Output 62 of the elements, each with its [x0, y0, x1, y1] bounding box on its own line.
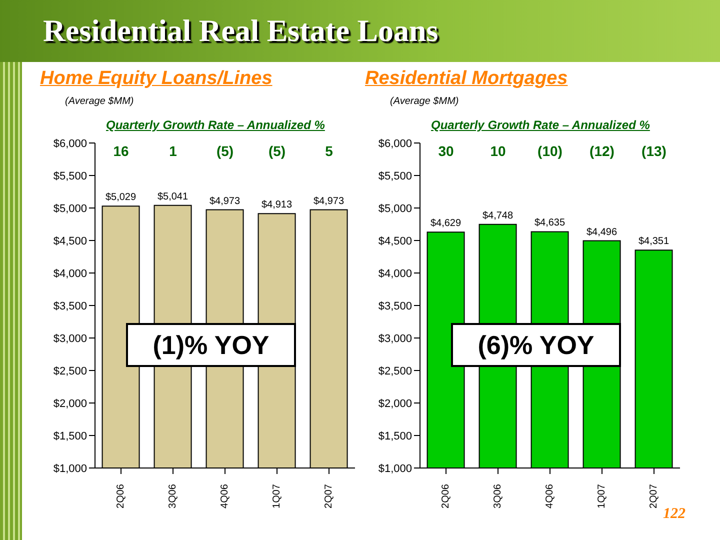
- x-tick-label: 4Q06: [544, 484, 556, 508]
- annotation: (6)% YOY: [451, 323, 621, 367]
- y-tick-label: $2,000: [378, 398, 412, 410]
- data-label: $4,496: [586, 226, 618, 238]
- y-tick-label: $3,500: [53, 300, 87, 312]
- annotation: 5: [324, 143, 334, 159]
- annotation: (10): [536, 143, 564, 159]
- text: Quarterly Growth Rate – Annualized %: [106, 118, 325, 132]
- chart-subtitle: (Average $MM): [65, 96, 135, 107]
- text: Quarterly Growth Rate – Annualized %: [431, 118, 650, 132]
- y-tick-label: $4,000: [53, 268, 87, 280]
- x-tick-label: 3Q06: [492, 484, 504, 508]
- y-tick-label: $5,500: [53, 170, 87, 182]
- y-tick-label: $2,000: [53, 398, 87, 410]
- y-tick-label: $5,000: [53, 202, 87, 215]
- chart-subtitle: (Average $MM): [390, 96, 460, 107]
- x-tick-label: 1Q07: [272, 484, 282, 508]
- x-tick-label: 2Q06: [116, 484, 126, 508]
- text: Residential Real Estate Loans: [43, 13, 438, 49]
- y-tick-label: $2,500: [378, 365, 412, 378]
- text: 122: [663, 506, 686, 523]
- y-tick-label: $3,500: [378, 300, 412, 312]
- data-label: $4,629: [430, 218, 462, 230]
- y-tick-label: $4,000: [378, 268, 412, 280]
- data-label: $4,973: [313, 196, 345, 207]
- x-tick-label: 2Q06: [440, 484, 452, 508]
- y-tick-label: $3,000: [53, 332, 87, 345]
- data-label: $4,973: [209, 196, 241, 207]
- y-tick-label: $3,000: [378, 332, 412, 345]
- annotation: (1)% YOY: [126, 323, 296, 367]
- y-tick-label: $1,500: [53, 430, 87, 442]
- y-tick-label: $6,000: [378, 138, 412, 150]
- x-tick-label: 4Q06: [220, 484, 230, 508]
- x-tick-label: 2Q07: [648, 484, 660, 508]
- data-label: $4,635: [534, 218, 566, 229]
- data-label: $4,748: [482, 210, 514, 222]
- y-tick-label: $1,000: [378, 462, 412, 475]
- data-label: $4,913: [261, 200, 293, 211]
- annotation: (12): [588, 143, 616, 159]
- annotation: (13): [640, 143, 668, 159]
- x-tick-label: 2Q07: [324, 484, 334, 508]
- data-label: $4,351: [638, 236, 670, 248]
- y-tick-label: $1,000: [53, 462, 87, 475]
- annotation: (5): [267, 143, 287, 159]
- y-tick-label: $4,500: [378, 235, 412, 248]
- annotation: 1: [168, 143, 178, 159]
- y-tick-label: $4,500: [53, 235, 87, 248]
- chart-title: Home Equity Loans/Lines: [40, 68, 272, 89]
- y-tick-label: $5,500: [378, 170, 412, 182]
- x-tick-label: 1Q07: [596, 484, 608, 508]
- annotation: 10: [489, 143, 507, 159]
- y-tick-label: $6,000: [53, 138, 87, 150]
- x-tick-label: 3Q06: [168, 484, 178, 508]
- y-tick-label: $2,500: [53, 365, 87, 378]
- annotation: 16: [112, 143, 130, 159]
- data-label: $5,029: [105, 192, 137, 204]
- annotation: (5): [215, 143, 235, 159]
- y-tick-label: $5,000: [378, 202, 412, 215]
- chart-title: Residential Mortgages: [365, 68, 569, 90]
- data-label: $5,041: [157, 191, 189, 202]
- annotation: 30: [437, 143, 455, 159]
- y-tick-label: $1,500: [378, 430, 412, 442]
